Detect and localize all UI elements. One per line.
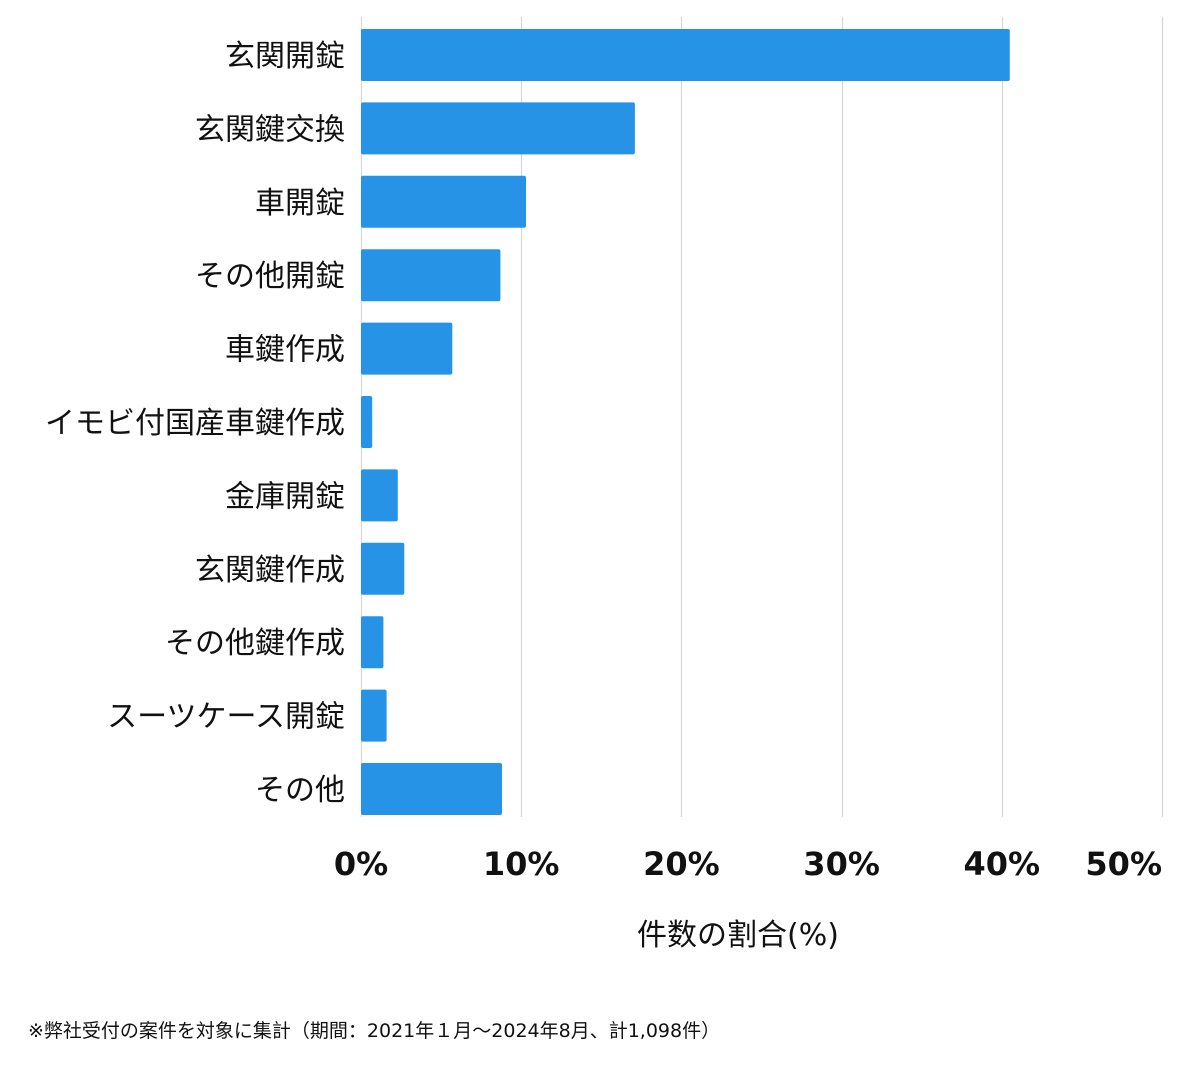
x-tick-label-4: 40%: [964, 845, 1041, 883]
x-tick-label-5: 50%: [1085, 845, 1162, 883]
x-tick-label-3: 30%: [803, 845, 880, 883]
bar-4: [361, 322, 453, 375]
category-label-4: 車鍵作成: [225, 333, 345, 368]
category-label-3: その他開錠: [195, 259, 345, 294]
bar-10: [361, 763, 502, 815]
category-label-7: 玄関鍵作成: [195, 553, 345, 588]
category-label-8: その他鍵作成: [165, 626, 345, 661]
bar-3: [361, 249, 501, 302]
category-label-1: 玄関鍵交換: [195, 112, 345, 147]
bar-9: [361, 689, 387, 742]
category-label-5: イモビ付国産車鍵作成: [45, 406, 345, 441]
category-label-10: その他: [255, 773, 345, 808]
bar-0: [361, 29, 1010, 81]
category-label-0: 玄関開錠: [225, 39, 345, 74]
bar-7: [361, 542, 405, 595]
category-labels: 玄関開錠玄関鍵交換車開錠その他開錠車鍵作成イモビ付国産車鍵作成金庫開錠玄関鍵作成…: [45, 39, 345, 808]
bar-8: [361, 616, 384, 669]
bar-6: [361, 469, 398, 522]
bar-5: [361, 396, 373, 448]
footnote: ※弊社受付の案件を対象に集計（期間：2021年１月〜2024年8月、計1,098…: [28, 1020, 721, 1042]
x-tick-label-2: 20%: [643, 845, 720, 883]
x-axis-title: 件数の割合(%): [637, 918, 839, 953]
category-label-2: 車開錠: [255, 186, 345, 221]
bars: [361, 29, 1010, 815]
x-tick-label-0: 0%: [334, 845, 388, 883]
bar-2: [361, 175, 526, 228]
x-tick-labels: 0% 10% 20% 30% 40% 50%: [334, 845, 1162, 883]
category-label-6: 金庫開錠: [225, 479, 345, 514]
bar-1: [361, 102, 635, 155]
category-label-9: スーツケース開錠: [107, 700, 345, 735]
x-tick-label-1: 10%: [483, 845, 560, 883]
